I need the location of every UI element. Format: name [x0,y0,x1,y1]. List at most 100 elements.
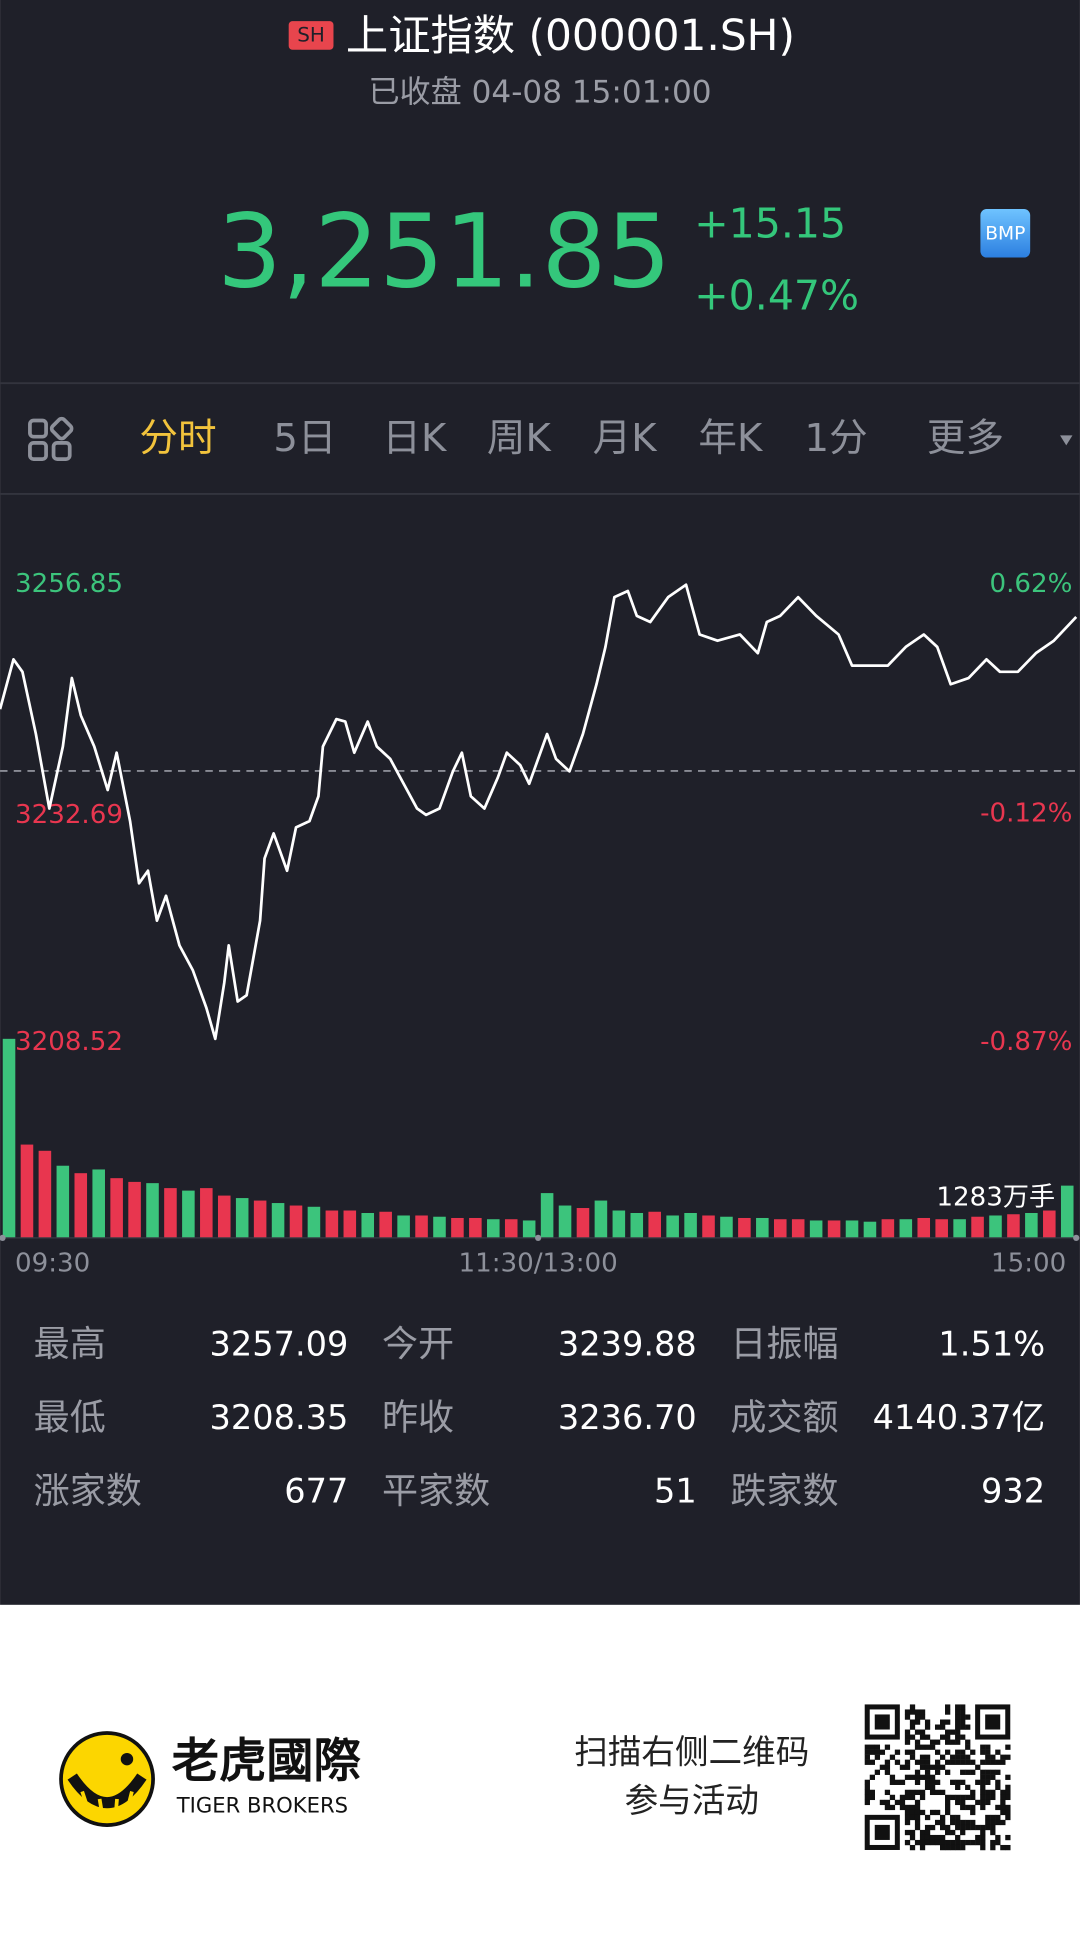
qr-cell[interactable] [980,1769,986,1775]
qr-cell[interactable] [924,1764,931,1770]
qr-cell[interactable] [909,1804,916,1811]
qr-cell[interactable] [1000,1794,1006,1801]
qr-cell[interactable] [884,1764,891,1770]
qr-cell[interactable] [985,1759,991,1765]
qr-cell[interactable] [889,1774,896,1780]
qr-cell[interactable] [929,1764,936,1770]
qr-cell[interactable] [1005,1784,1011,1791]
qr-cell[interactable] [864,1744,870,1750]
qr-cell[interactable] [929,1839,936,1846]
qr-cell[interactable] [960,1824,966,1831]
qr-cell[interactable] [1005,1744,1011,1750]
tab[interactable]: 1分 [805,416,868,461]
qr-cell[interactable] [904,1709,911,1715]
qr-cell[interactable] [929,1809,936,1816]
qr-cell[interactable] [965,1794,971,1801]
qr-cell[interactable] [945,1844,951,1851]
qr-cell[interactable] [945,1709,951,1715]
qr-cell[interactable] [914,1739,921,1745]
tab[interactable]: 月K [593,416,659,461]
tab[interactable]: 5日 [273,416,336,461]
qr-cell[interactable] [904,1794,911,1801]
qr-cell[interactable] [904,1829,911,1836]
qr-cell[interactable] [864,1779,870,1785]
qr-cell[interactable] [965,1754,971,1760]
qr-cell[interactable] [960,1779,966,1785]
qr-cell[interactable] [909,1774,916,1780]
qr-cell[interactable] [909,1834,916,1841]
qr-cell[interactable] [980,1829,986,1836]
qr-cell[interactable] [1005,1844,1011,1851]
qr-finder[interactable] [874,1824,890,1840]
qr-cell[interactable] [924,1769,931,1775]
qr-cell[interactable] [924,1829,931,1836]
qr-cell[interactable] [929,1739,936,1745]
qr-cell[interactable] [995,1784,1001,1791]
qr-cell[interactable] [1000,1799,1006,1806]
qr-cell[interactable] [904,1739,911,1745]
qr-cell[interactable] [864,1759,870,1765]
qr-cell[interactable] [985,1814,991,1821]
qr-cell[interactable] [960,1724,966,1730]
qr-cell[interactable] [1000,1759,1006,1765]
qr-cell[interactable] [899,1799,906,1806]
qr-cell[interactable] [990,1824,996,1831]
tab[interactable]: 周K [487,416,553,461]
qr-cell[interactable] [945,1799,951,1806]
qr-cell[interactable] [965,1819,971,1826]
qr-cell[interactable] [940,1719,946,1725]
qr-cell[interactable] [1005,1834,1011,1841]
qr-cell[interactable] [955,1799,961,1806]
qr-cell[interactable] [1000,1809,1006,1816]
qr-cell[interactable] [1000,1844,1006,1851]
qr-cell[interactable] [884,1799,891,1806]
qr-cell[interactable] [980,1749,986,1755]
qr-cell[interactable] [1000,1789,1006,1796]
qr-cell[interactable] [960,1844,966,1851]
qr-cell[interactable] [940,1789,946,1796]
qr-cell[interactable] [864,1789,870,1796]
qr-cell[interactable] [980,1839,986,1846]
qr-cell[interactable] [955,1794,961,1801]
qr-cell[interactable] [980,1784,986,1791]
qr-cell[interactable] [904,1714,911,1720]
qr-cell[interactable] [965,1839,971,1846]
qr-cell[interactable] [955,1844,961,1851]
qr-cell[interactable] [919,1709,926,1715]
qr-cell[interactable] [995,1749,1001,1755]
qr-cell[interactable] [940,1814,946,1821]
qr-cell[interactable] [995,1779,1001,1785]
qr-finder[interactable] [864,1704,900,1740]
qr-cell[interactable] [924,1744,931,1750]
qr-cell[interactable] [960,1799,966,1806]
qr-cell[interactable] [919,1754,926,1760]
qr-cell[interactable] [924,1724,931,1730]
tab[interactable]: 更多 [927,416,1004,461]
qr-cell[interactable] [960,1749,966,1755]
qr-finder[interactable] [975,1704,1011,1740]
qr-cell[interactable] [904,1734,911,1740]
qr-cell[interactable] [960,1734,966,1740]
qr-cell[interactable] [1005,1794,1011,1801]
qr-cell[interactable] [940,1764,946,1770]
qr-cell[interactable] [899,1804,906,1811]
qr-cell[interactable] [869,1794,875,1801]
qr-cell[interactable] [909,1709,916,1715]
qr-cell[interactable] [909,1754,916,1760]
qr-cell[interactable] [904,1729,911,1735]
qr-cell[interactable] [970,1789,976,1796]
qr-cell[interactable] [934,1834,941,1841]
qr-cell[interactable] [955,1729,961,1735]
layout-icon[interactable] [28,416,74,461]
qr-cell[interactable] [985,1824,991,1831]
qr-cell[interactable] [919,1834,926,1841]
qr-cell[interactable] [929,1834,936,1841]
qr-cell[interactable] [980,1834,986,1841]
qr-cell[interactable] [904,1814,911,1821]
qr-cell[interactable] [955,1704,961,1710]
qr-finder[interactable] [874,1714,890,1730]
qr-cell[interactable] [919,1839,926,1846]
qr-cell[interactable] [980,1794,986,1801]
qr-cell[interactable] [929,1789,936,1796]
qr-finder[interactable] [985,1714,1001,1730]
